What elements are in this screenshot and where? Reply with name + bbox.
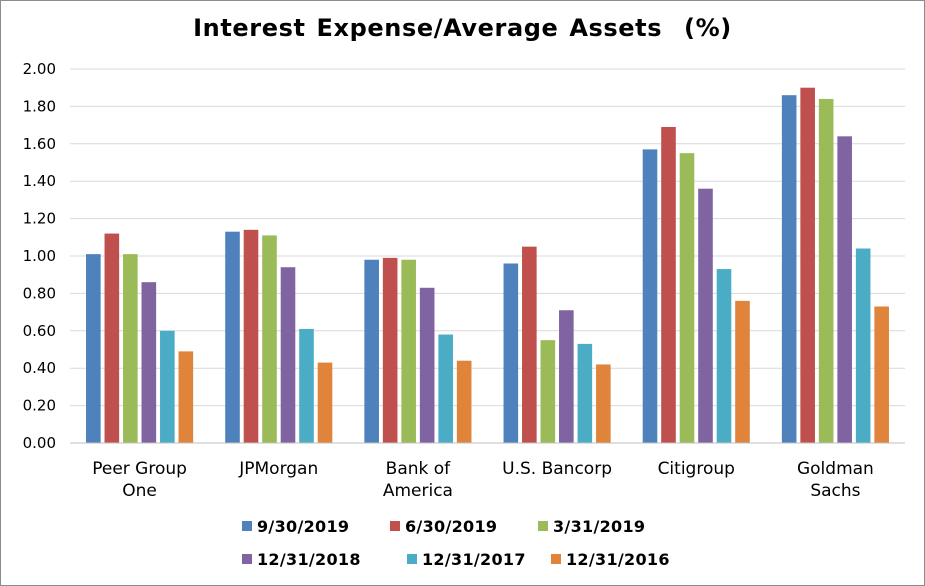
- bar: [401, 259, 416, 443]
- bar: [781, 95, 797, 444]
- legend-label: 12/31/2017: [422, 550, 526, 569]
- bar: [262, 235, 277, 443]
- bar: [837, 136, 852, 443]
- bar: [364, 259, 379, 443]
- legend-label: 12/31/2016: [566, 550, 670, 569]
- x-category-label: Peer Group: [92, 459, 187, 479]
- y-tick-label: 2.00: [23, 60, 56, 78]
- bar: [577, 343, 593, 443]
- bar: [596, 364, 611, 443]
- bar: [317, 362, 333, 443]
- bar: [419, 287, 435, 443]
- bar: [818, 98, 834, 444]
- bar: [642, 149, 658, 443]
- legend-swatch: [538, 521, 548, 531]
- bar: [104, 233, 120, 443]
- bar: [141, 282, 157, 443]
- bar: [698, 188, 713, 443]
- legend-swatch: [242, 521, 252, 531]
- bar: [86, 254, 101, 443]
- x-category-label: America: [383, 481, 453, 501]
- bar: [456, 360, 472, 443]
- x-category-label: U.S. Bancorp: [502, 459, 612, 479]
- y-tick-label: 0.80: [23, 284, 56, 302]
- y-tick-label: 1.60: [23, 135, 56, 153]
- x-category-label: JPMorgan: [238, 459, 318, 479]
- legend-label: 3/31/2019: [553, 517, 645, 536]
- y-tick-label: 1.00: [23, 247, 56, 265]
- bar: [382, 257, 398, 443]
- chart-title: Interest Expense/Average Assets (%): [193, 14, 732, 42]
- bar: [800, 87, 815, 443]
- bar: [679, 153, 695, 443]
- bar: [716, 269, 732, 443]
- bar: [874, 306, 889, 443]
- x-category-label: Citigroup: [658, 459, 735, 479]
- x-category-label: Sachs: [810, 481, 860, 501]
- y-tick-label: 1.20: [23, 210, 56, 228]
- bar: [855, 248, 871, 443]
- legend-swatch: [242, 554, 252, 564]
- x-category-label: One: [122, 481, 157, 501]
- legend-label: 12/31/2018: [257, 550, 361, 569]
- bar: [243, 229, 259, 443]
- y-tick-label: 0.20: [23, 397, 56, 415]
- x-category-label: Bank of: [386, 459, 452, 479]
- bar: [438, 334, 453, 443]
- y-tick-label: 1.40: [23, 172, 56, 190]
- bar: [299, 328, 314, 443]
- bar: [522, 246, 537, 443]
- bar: [225, 231, 240, 443]
- bar: [503, 263, 519, 443]
- legend-swatch: [551, 554, 561, 564]
- bar: [559, 310, 574, 443]
- y-tick-label: 0.00: [23, 434, 56, 452]
- legend-swatch: [390, 521, 400, 531]
- y-tick-label: 1.80: [23, 97, 56, 115]
- bar: [735, 300, 750, 443]
- legend-label: 6/30/2019: [405, 517, 497, 536]
- bar: [661, 126, 676, 443]
- y-tick-label: 0.40: [23, 359, 56, 377]
- x-category-label: Goldman: [797, 459, 874, 479]
- y-tick-label: 0.60: [23, 322, 56, 340]
- bar: [123, 254, 138, 443]
- bar: [178, 351, 194, 443]
- bar: [160, 330, 175, 443]
- legend-label: 9/30/2019: [257, 517, 349, 536]
- bar: [280, 267, 296, 443]
- bar: [540, 340, 556, 443]
- legend-swatch: [407, 554, 417, 564]
